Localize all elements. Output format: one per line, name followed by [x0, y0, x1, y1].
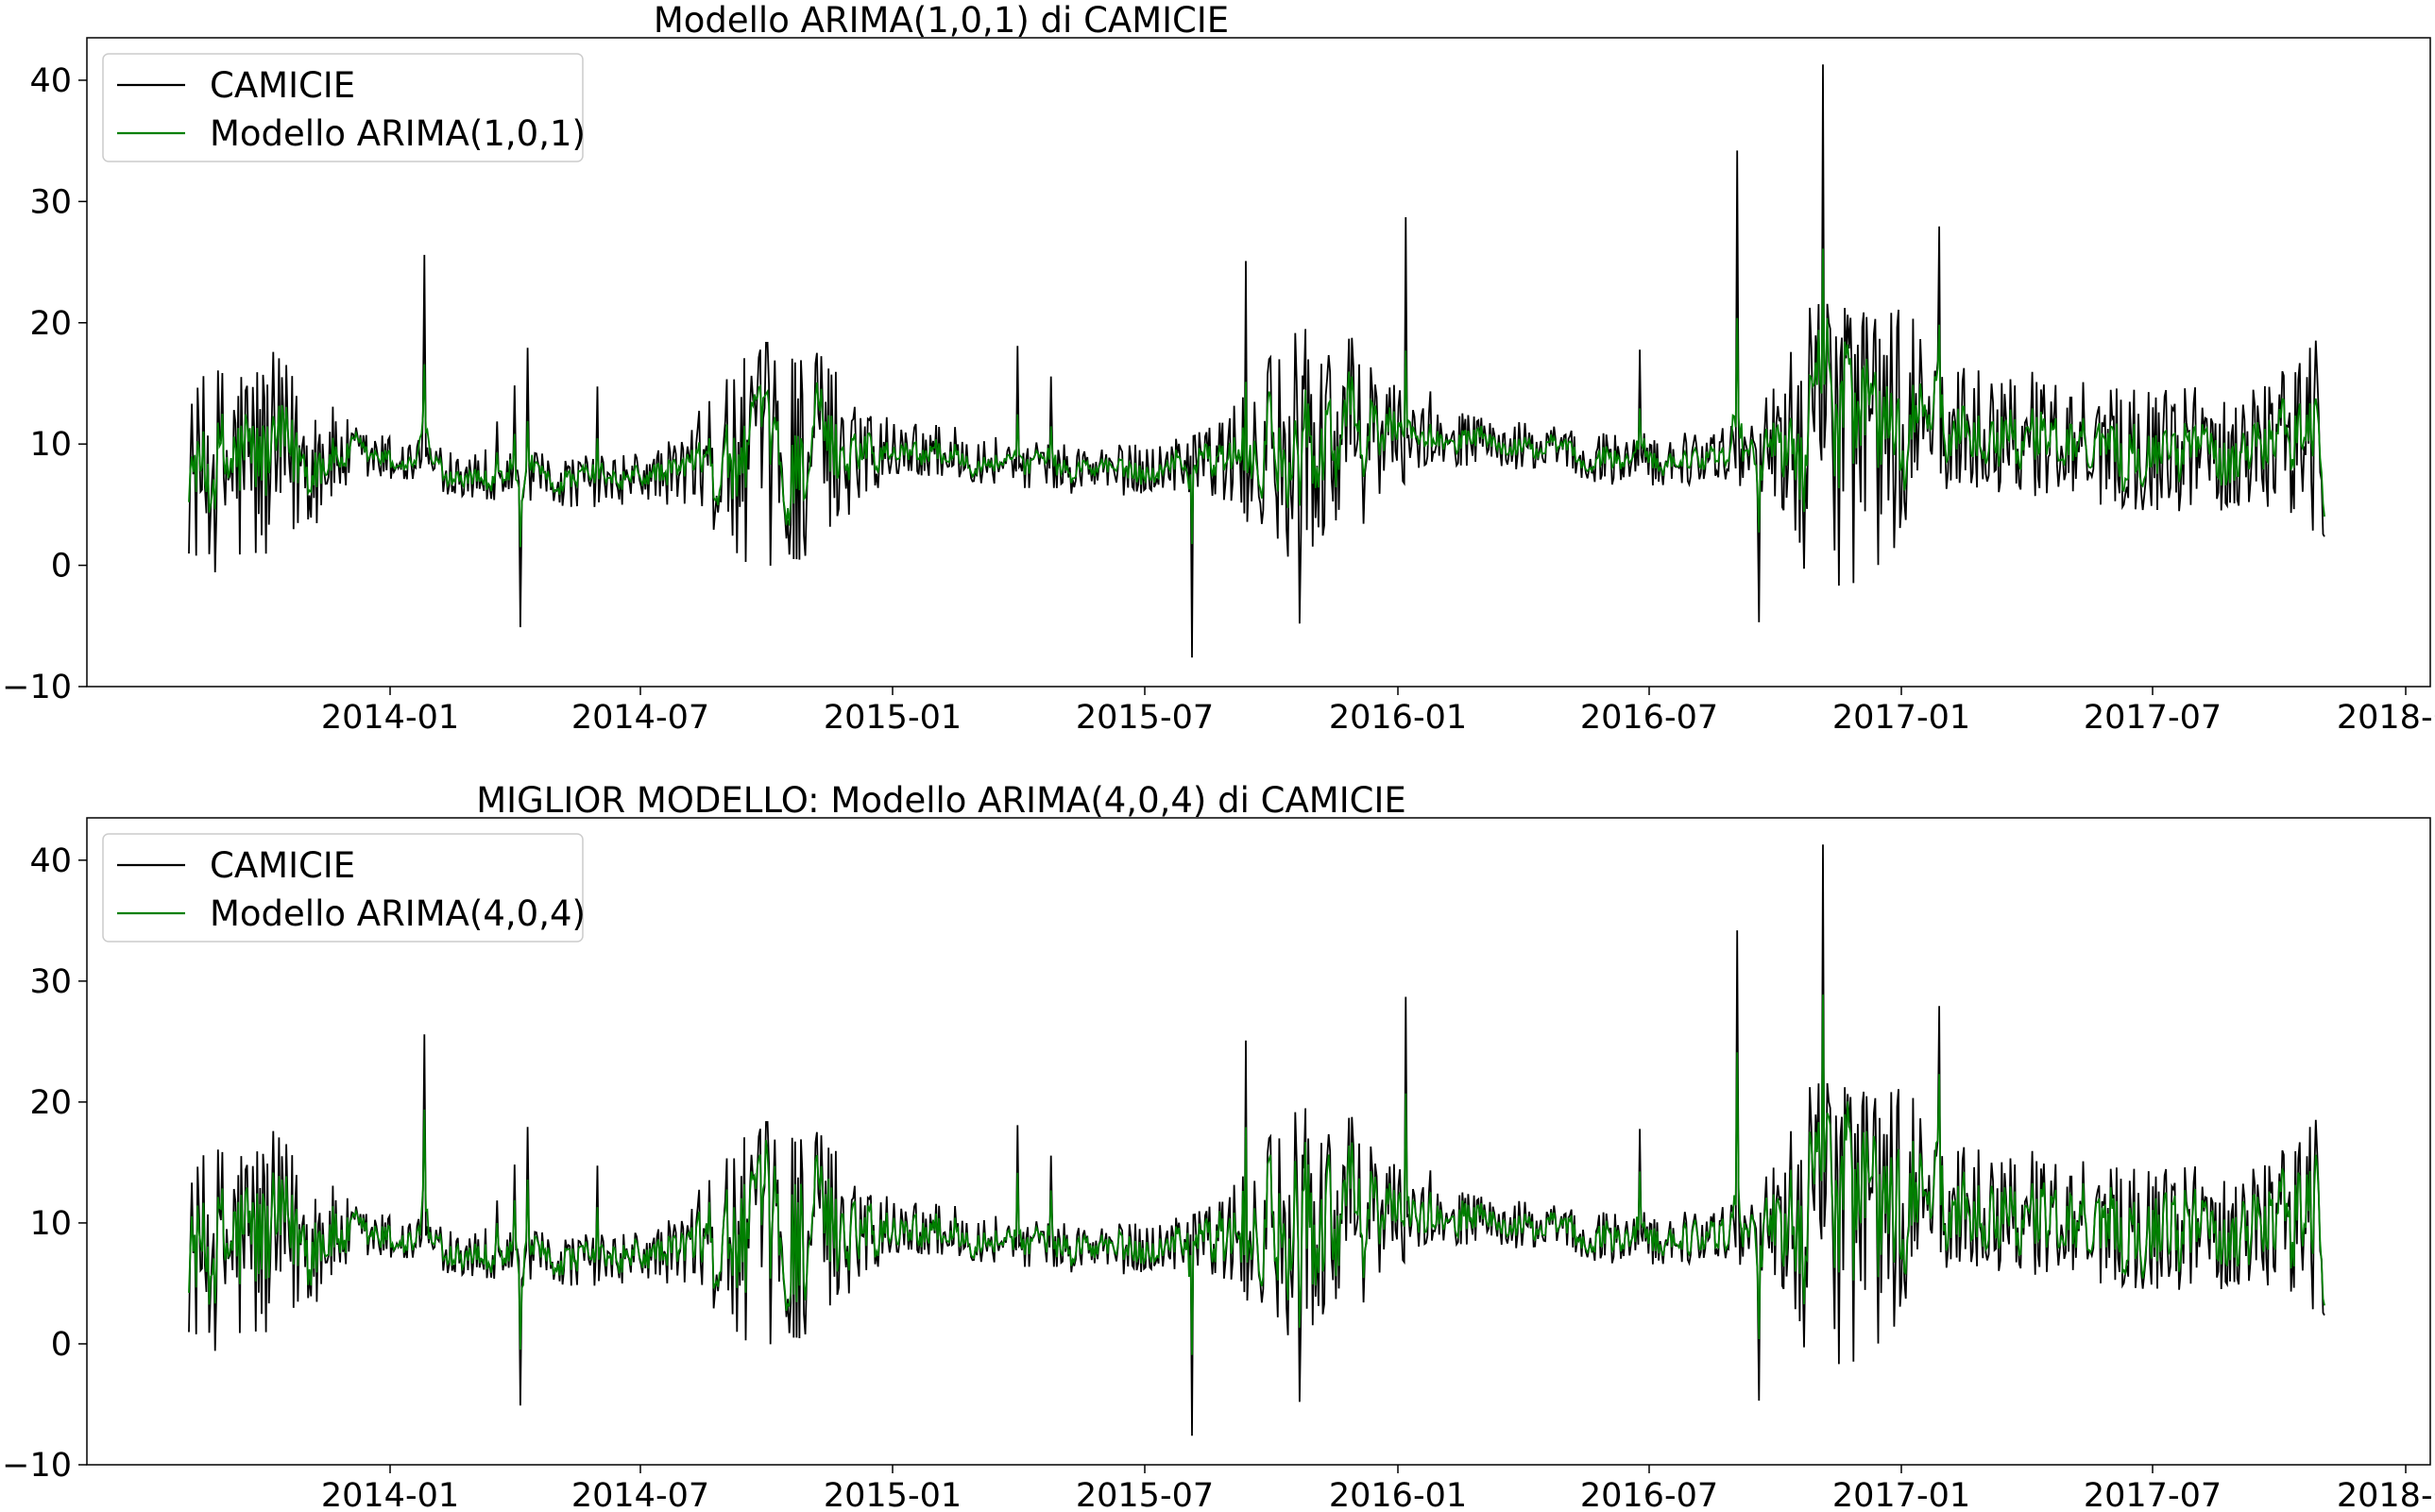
x-tick-label: 2018-01: [2337, 699, 2435, 737]
x-tick-label: 2017-07: [2084, 1477, 2222, 1512]
x-tick-label: 2014-01: [321, 699, 459, 737]
plot-frame: [86, 37, 2431, 688]
x-tick-label: 2014-07: [571, 1477, 709, 1512]
x-tick-label: 2017-01: [1832, 1477, 1970, 1512]
legend-box: [102, 53, 584, 162]
chart-title: MIGLIOR MODELLO: Modello ARIMA(4,0,4) di…: [476, 780, 1406, 821]
legend-box: [102, 833, 584, 943]
legend-label: CAMICIE: [210, 845, 355, 886]
y-tick-label: 10: [29, 426, 72, 464]
x-tick-label: 2015-01: [824, 1477, 962, 1512]
x-tick-label: 2017-07: [2084, 699, 2222, 737]
chart-panel-2: −10 0 10 20 30 40 2014-01 2014-07 2015-01 2015-07…: [2, 780, 2435, 1512]
x-tick-label: 2015-01: [824, 699, 962, 737]
y-tick-label: 40: [29, 62, 72, 100]
y-tick-label: 20: [29, 1084, 72, 1122]
x-tick-label: 2014-01: [321, 1477, 459, 1512]
y-tick-label: 0: [51, 1326, 72, 1364]
y-tick-label: −10: [2, 669, 72, 706]
y-tick-label: 20: [29, 305, 72, 343]
legend-label: Modello ARIMA(1,0,1): [210, 113, 586, 154]
series-line-modello: [188, 248, 2325, 548]
x-tick-label: 2017-01: [1832, 699, 1970, 737]
chart-title: Modello ARIMA(1,0,1) di CAMICIE: [654, 0, 1229, 41]
y-tick-label: 0: [51, 548, 72, 586]
x-tick-label: 2016-01: [1329, 699, 1467, 737]
legend-label: CAMICIE: [210, 65, 355, 106]
y-tick-label: 30: [29, 183, 72, 221]
x-tick-label: 2018-01: [2337, 1477, 2435, 1512]
y-tick-label: 30: [29, 963, 72, 1001]
y-tick-label: 10: [29, 1205, 72, 1243]
chart-panel-1: −10 0 10 20 30 40 2014-01 2014-07 2015-01 2015-07…: [2, 0, 2435, 737]
x-tick-label: 2016-07: [1580, 1477, 1718, 1512]
x-tick-label: 2015-07: [1076, 699, 1214, 737]
x-tick-label: 2014-07: [571, 699, 709, 737]
y-tick-label: −10: [2, 1447, 72, 1485]
x-tick-label: 2016-07: [1580, 699, 1718, 737]
legend-label: Modello ARIMA(4,0,4): [210, 893, 586, 934]
y-tick-label: 40: [29, 842, 72, 880]
x-tick-label: 2016-01: [1329, 1477, 1467, 1512]
plot-frame: [86, 817, 2431, 1466]
x-tick-label: 2015-07: [1076, 1477, 1214, 1512]
series-line-modello: [188, 994, 2325, 1355]
